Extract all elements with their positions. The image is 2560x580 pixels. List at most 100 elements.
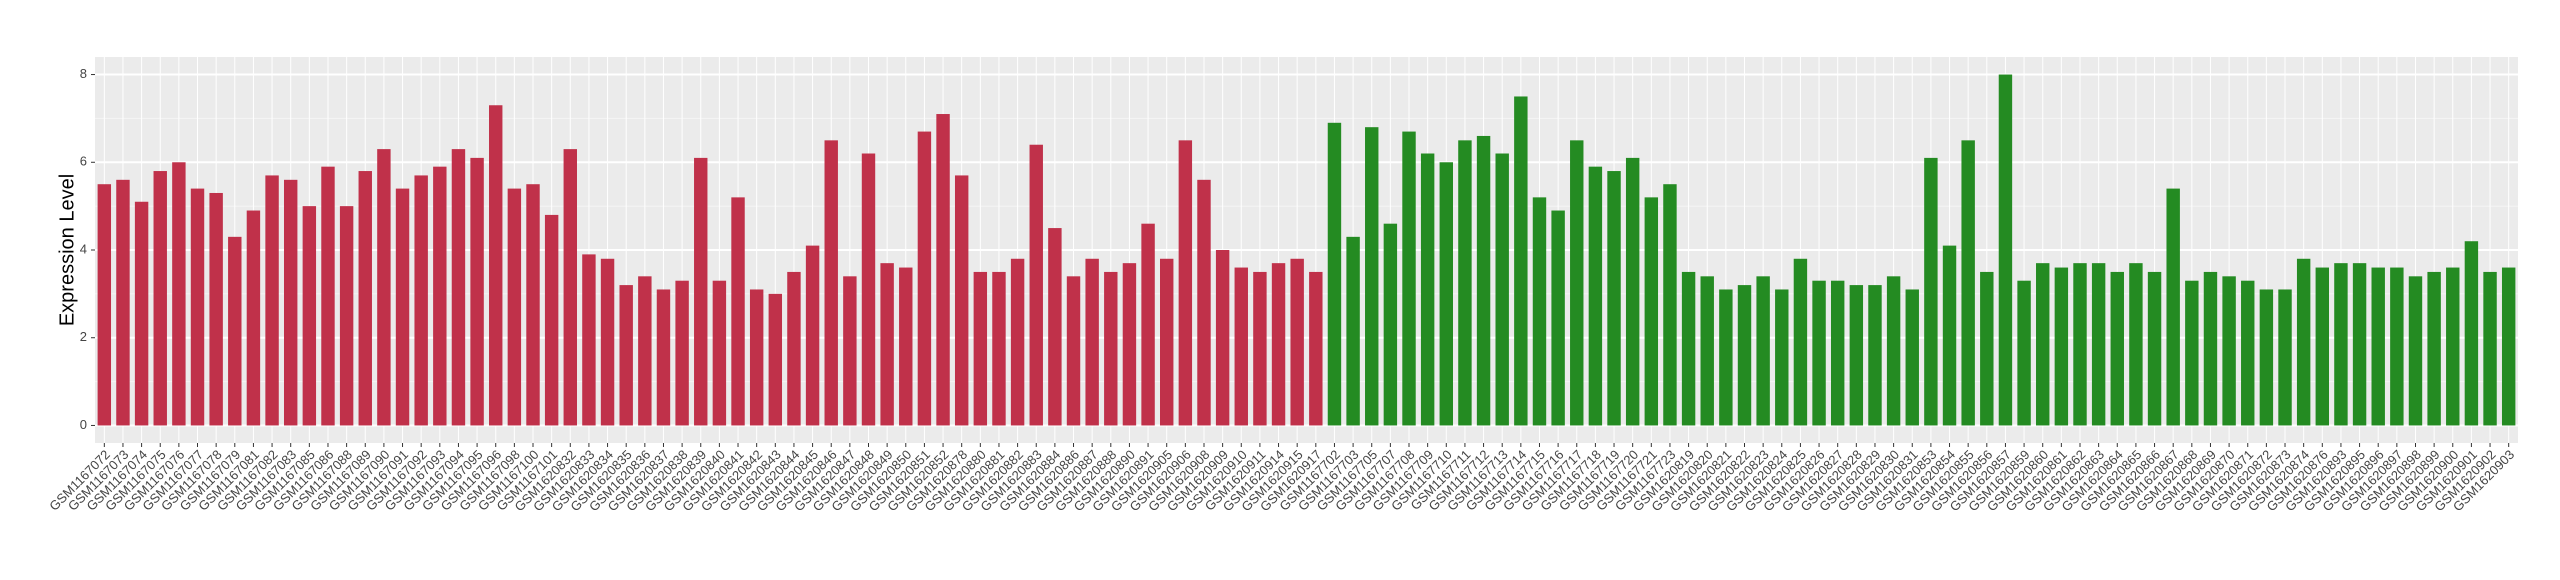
bar [1383, 223, 1398, 426]
bar [2408, 276, 2423, 426]
bar [1365, 127, 1379, 426]
bar [2203, 271, 2218, 426]
bar [265, 175, 279, 426]
bar [899, 267, 913, 426]
bar [731, 197, 745, 426]
bar [1476, 135, 1491, 426]
bar [1048, 228, 1062, 426]
bar [1178, 140, 1193, 426]
y-tick-label: 0 [80, 417, 87, 432]
bar [2073, 263, 2087, 426]
bar [190, 188, 205, 426]
bar [1756, 276, 1770, 426]
bar [582, 254, 596, 426]
bar [1160, 258, 1174, 426]
bar [2371, 267, 2385, 426]
bar [1290, 258, 1304, 426]
bar [1625, 157, 1640, 426]
bar [1980, 271, 1994, 426]
bar [2315, 267, 2330, 426]
bar [1681, 271, 1696, 426]
bar [638, 276, 652, 426]
bar [116, 179, 130, 426]
bar [1961, 140, 1975, 426]
bar [395, 188, 410, 426]
bar [675, 280, 689, 426]
bar [1234, 267, 1248, 426]
bar [1141, 223, 1155, 426]
bar [843, 276, 857, 426]
bar [1737, 285, 1752, 426]
bar [2129, 263, 2143, 426]
bar [2390, 267, 2404, 426]
y-axis-label: Expression Level [56, 174, 78, 326]
bar [2278, 289, 2292, 426]
bar [1514, 96, 1528, 426]
bar [2501, 267, 2516, 426]
bar [153, 171, 167, 426]
bar [2054, 267, 2069, 426]
bar [470, 157, 484, 426]
bar [2464, 241, 2479, 426]
bar [1644, 197, 1659, 426]
bar [2110, 271, 2124, 426]
bar [824, 140, 838, 426]
bar [246, 210, 261, 426]
bar [1215, 250, 1230, 426]
bar [209, 192, 223, 426]
y-tick-label: 4 [80, 241, 87, 256]
bar [2259, 289, 2274, 426]
bar [768, 293, 783, 426]
bar [414, 175, 428, 426]
bar [1439, 162, 1453, 426]
y-tick-label: 8 [80, 66, 87, 81]
bar [2334, 263, 2348, 426]
y-tick-label: 6 [80, 154, 87, 169]
bar [1271, 263, 1286, 426]
bar [1700, 276, 1714, 426]
bar [172, 162, 186, 426]
bar [1122, 263, 1137, 426]
bar [339, 206, 354, 426]
bar [1551, 210, 1565, 426]
bar [2222, 276, 2236, 426]
bar [1719, 289, 1733, 426]
bar [1495, 153, 1509, 426]
bar [2427, 271, 2441, 426]
bar [619, 285, 633, 426]
bar [228, 236, 242, 426]
bar [1029, 144, 1043, 426]
bar [1532, 197, 1547, 426]
bar [917, 131, 932, 426]
bar [377, 149, 391, 426]
bar [936, 114, 950, 426]
bar [489, 105, 503, 426]
bar [283, 179, 298, 426]
bar [544, 214, 559, 426]
bar [1905, 289, 1919, 426]
bar [973, 271, 988, 426]
bar [2296, 258, 2311, 426]
bar [2352, 263, 2367, 426]
bar [2147, 271, 2162, 426]
bar [954, 175, 969, 426]
bar [1327, 122, 1342, 426]
bar [451, 149, 466, 426]
bar [1085, 258, 1099, 426]
bar [134, 201, 149, 426]
bar [1924, 157, 1938, 426]
bar [1588, 166, 1603, 426]
bar [2185, 280, 2199, 426]
bar [302, 206, 317, 426]
bar [992, 271, 1006, 426]
bar [1775, 289, 1789, 426]
bar [2446, 267, 2460, 426]
bar [1458, 140, 1472, 426]
bar [358, 171, 372, 426]
bar [1830, 280, 1845, 426]
bar [2017, 280, 2031, 426]
bar [694, 157, 708, 426]
bar [1812, 280, 1826, 426]
bar [1942, 245, 1957, 426]
